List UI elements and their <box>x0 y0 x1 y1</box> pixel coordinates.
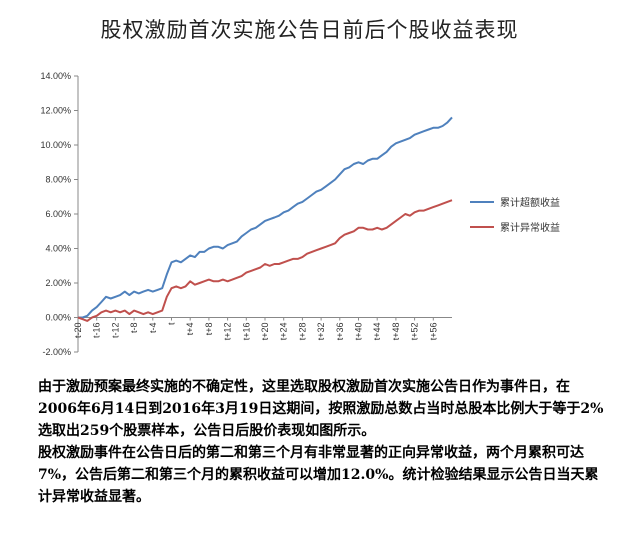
x-tick-label: t-20 <box>73 323 83 339</box>
y-tick-label: 12.00% <box>40 106 71 116</box>
chart-title: 股权激励首次实施公告日前后个股收益表现 <box>100 18 519 42</box>
caption-paragraph-2: 股权激励事件在公告日后的第二和第三个月有非常显著的正向异常收益，两个月累积可达7… <box>38 445 599 505</box>
y-tick-label: 2.00% <box>45 278 71 288</box>
x-tick-label: t+24 <box>279 323 289 341</box>
y-tick-label: 10.00% <box>40 140 71 150</box>
x-tick-label: t-12 <box>110 323 120 339</box>
y-tick-label: 4.00% <box>45 244 71 254</box>
x-tick-label: t-16 <box>92 323 102 339</box>
x-tick-label: t+40 <box>354 323 364 341</box>
x-tick-label: t+16 <box>241 323 251 341</box>
x-tick-label: t+12 <box>223 323 233 341</box>
series-lines <box>77 116 453 322</box>
x-axis: t-20 t-16 t-12 t-8 t-4 t t+4 t+8 t+12 t+16 t+20 t+2… <box>73 317 452 341</box>
y-tick-label: 0.00% <box>45 313 71 323</box>
x-tick-label: t+52 <box>410 323 420 341</box>
x-tick-label: t+28 <box>297 323 307 341</box>
series-line-2 <box>77 199 453 322</box>
x-tick-label: t <box>167 322 177 325</box>
legend-label: 累计异常收益 <box>500 221 560 234</box>
x-tick-label: t+36 <box>335 323 345 341</box>
y-tick-label: 8.00% <box>45 175 71 185</box>
x-tick-label: t+8 <box>204 323 214 336</box>
y-tick-label: -2.00% <box>42 347 71 357</box>
y-tick-label: 6.00% <box>45 209 71 219</box>
line-chart: 14.00% 12.00% 10.00% 8.00% 6.00% 4.00% 2.00% 0.… <box>40 71 560 357</box>
legend-label: 累计超额收益 <box>500 196 560 209</box>
x-tick-label: t+32 <box>316 323 326 341</box>
caption-paragraph-1: 由于激励预案最终实施的不确定性，这里选取股权激励首次实施公告日作为事件日，在20… <box>38 379 604 439</box>
x-tick-label: t-8 <box>129 323 139 334</box>
x-tick-label: t+48 <box>391 323 401 341</box>
series-line-1 <box>78 116 453 319</box>
caption: 由于激励预案最终实施的不确定性，这里选取股权激励首次实施公告日作为事件日，在20… <box>38 376 608 508</box>
x-tick-label: t+56 <box>428 323 438 341</box>
x-tick-label: t+4 <box>185 323 195 336</box>
x-tick-label: t+20 <box>260 323 270 341</box>
y-tick-label: 14.00% <box>40 71 71 81</box>
x-tick-label: t-4 <box>148 323 158 334</box>
x-tick-label: t+44 <box>372 323 382 341</box>
y-axis: 14.00% 12.00% 10.00% 8.00% 6.00% 4.00% 2.00% 0.… <box>40 71 79 357</box>
